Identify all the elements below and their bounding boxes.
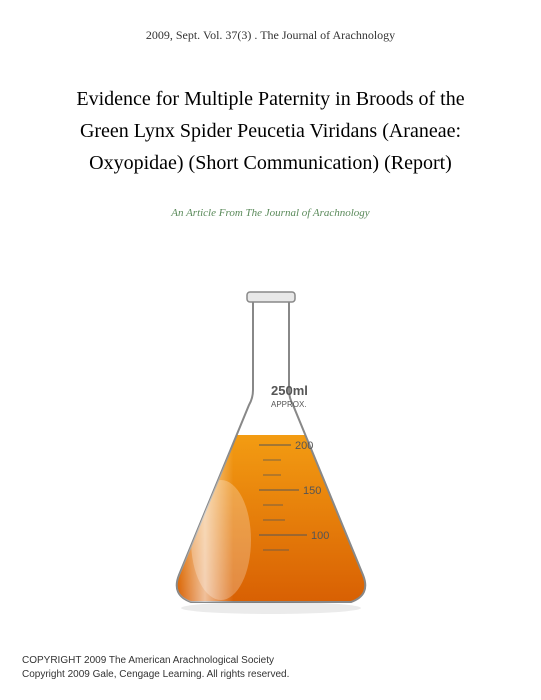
title-line-2: Green Lynx Spider Peucetia Viridans (Ara… [40,115,501,147]
flask-shadow [181,602,361,614]
footer-line-1: COPYRIGHT 2009 The American Arachnologic… [22,654,289,668]
flask-grad-100: 100 [311,530,329,542]
flask-label-approx: APPROX. [271,400,307,409]
flask-label-volume: 250ml [271,383,308,398]
footer-line-2: Copyright 2009 Gale, Cengage Learning. A… [22,668,289,682]
subtitle-text: An Article From The Journal of Arachnolo… [171,207,369,219]
flask-illustration: 250ml APPROX. 200 150 100 [141,280,401,620]
flask-grad-150: 150 [303,485,321,497]
copyright-footer: COPYRIGHT 2009 The American Arachnologic… [22,654,289,682]
header-citation: 2009, Sept. Vol. 37(3) . The Journal of … [0,0,541,43]
article-subtitle: An Article From The Journal of Arachnolo… [0,179,541,219]
title-line-1: Evidence for Multiple Paternity in Brood… [40,83,501,115]
article-title: Evidence for Multiple Paternity in Brood… [0,43,541,179]
header-text: 2009, Sept. Vol. 37(3) . The Journal of … [146,28,395,42]
flask-grad-200: 200 [295,440,313,452]
flask-glass-highlight [176,300,365,602]
title-line-3: Oxyopidae) (Short Communication) (Report… [40,147,501,179]
flask-svg: 250ml APPROX. 200 150 100 [141,280,401,620]
